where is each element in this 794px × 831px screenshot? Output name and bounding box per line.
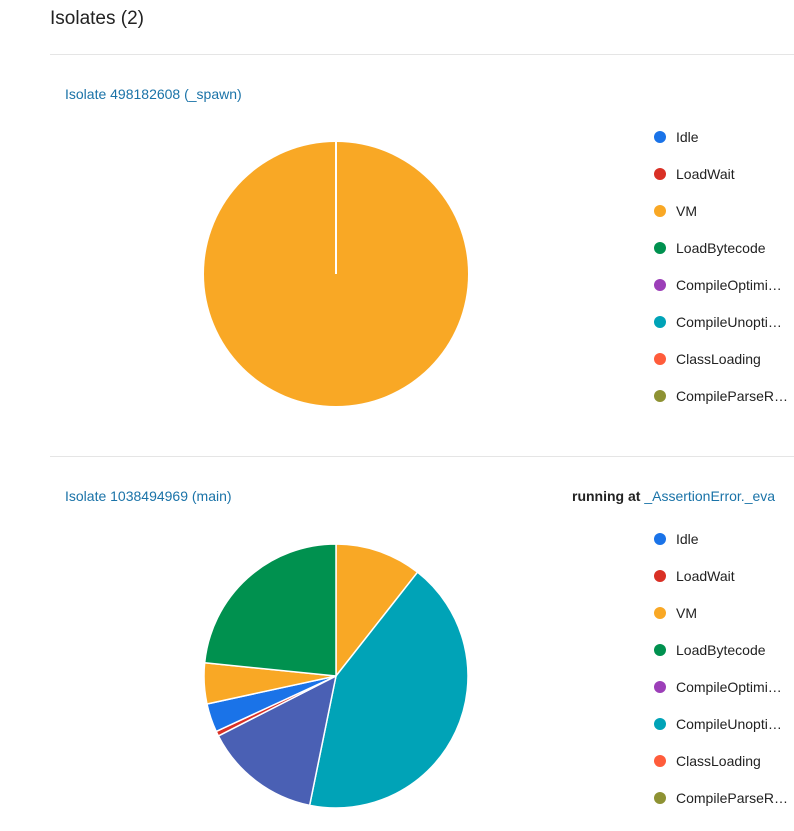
- page-title: Isolates (2): [50, 8, 144, 29]
- pie-slice-vm[interactable]: [335, 543, 419, 677]
- legend-dot-icon: [654, 353, 666, 365]
- divider: [50, 456, 794, 457]
- legend-label: CompileOptimi…: [676, 679, 782, 695]
- legend-dot-icon: [654, 607, 666, 619]
- legend-dot-icon: [654, 279, 666, 291]
- legend-label: Idle: [676, 129, 699, 145]
- legend-item-compileoptimi[interactable]: CompileOptimi…: [652, 677, 794, 697]
- legend-dot-icon: [654, 533, 666, 545]
- legend-label: VM: [676, 605, 697, 621]
- legend-label: LoadWait: [676, 166, 735, 182]
- legend-label: LoadBytecode: [676, 240, 766, 256]
- legend-label: CompileParseR…: [676, 790, 789, 806]
- legend-dot-icon: [654, 644, 666, 656]
- legend-item-loadwait[interactable]: LoadWait: [652, 566, 794, 586]
- legend-dot-icon: [654, 718, 666, 730]
- legend-item-loadbytecode[interactable]: LoadBytecode: [652, 640, 794, 660]
- isolate-pie-chart: [204, 142, 468, 406]
- legend-label: CompileUnopti…: [676, 716, 782, 732]
- legend-label: CompileParseR…: [676, 388, 789, 404]
- pie-slice-compileunopti[interactable]: [308, 571, 469, 809]
- legend-dot-icon: [654, 681, 666, 693]
- legend-item-vm[interactable]: VM: [652, 201, 794, 221]
- legend-dot-icon: [654, 242, 666, 254]
- legend-item-compileunopti[interactable]: CompileUnopti…: [652, 312, 794, 332]
- legend-dot-icon: [654, 570, 666, 582]
- legend-dot-icon: [654, 792, 666, 804]
- legend-dot-icon: [654, 131, 666, 143]
- legend-label: LoadWait: [676, 568, 735, 584]
- legend-dot-icon: [654, 755, 666, 767]
- pie-slice-other[interactable]: [217, 675, 337, 807]
- legend-label: CompileUnopti…: [676, 314, 782, 330]
- isolate-pie-chart: [203, 543, 469, 809]
- legend-dot-icon: [654, 168, 666, 180]
- legend-item-idle[interactable]: Idle: [652, 529, 794, 549]
- legend-label: LoadBytecode: [676, 642, 766, 658]
- isolate-link[interactable]: Isolate 498182608 (_spawn): [65, 86, 242, 102]
- running-at-label: running at: [572, 488, 641, 504]
- legend-item-vm[interactable]: VM: [652, 603, 794, 623]
- pie-legend: Idle LoadWait VM LoadBytecode CompileOptimi……: [652, 529, 794, 829]
- legend-label: Idle: [676, 531, 699, 547]
- legend-item-loadwait[interactable]: LoadWait: [652, 164, 794, 184]
- pie-legend: Idle LoadWait VM LoadBytecode CompileOptimi……: [652, 127, 794, 427]
- legend-item-classloading[interactable]: ClassLoading: [652, 751, 794, 771]
- legend-item-idle[interactable]: Idle: [652, 127, 794, 147]
- legend-item-compileparser[interactable]: CompileParseR…: [652, 386, 794, 406]
- running-function-link[interactable]: _AssertionError._eva: [644, 488, 776, 504]
- legend-item-compileoptimi[interactable]: CompileOptimi…: [652, 275, 794, 295]
- legend-item-loadbytecode[interactable]: LoadBytecode: [652, 238, 794, 258]
- legend-dot-icon: [654, 205, 666, 217]
- legend-label: ClassLoading: [676, 753, 761, 769]
- divider: [50, 54, 794, 55]
- legend-item-compileunopti[interactable]: CompileUnopti…: [652, 714, 794, 734]
- legend-dot-icon: [654, 390, 666, 402]
- legend-item-compileparser[interactable]: CompileParseR…: [652, 788, 794, 808]
- legend-label: VM: [676, 203, 697, 219]
- legend-dot-icon: [654, 316, 666, 328]
- legend-label: CompileOptimi…: [676, 277, 782, 293]
- legend-label: ClassLoading: [676, 351, 761, 367]
- isolate-link[interactable]: Isolate 1038494969 (main): [65, 488, 232, 504]
- pie-slice-loadbytecode[interactable]: [203, 543, 337, 677]
- legend-item-classloading[interactable]: ClassLoading: [652, 349, 794, 369]
- running-at: running at _AssertionError._eva: [572, 488, 775, 504]
